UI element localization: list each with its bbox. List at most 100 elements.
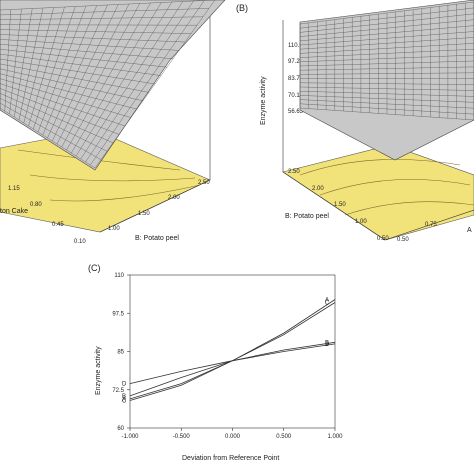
panel-a-x-tick-2: 1.50 <box>138 211 150 217</box>
panel-a-mesh-gridline <box>0 73 138 110</box>
panel-b-x-label: B: Potato peel <box>285 213 329 220</box>
panel-a-mesh-gridline <box>94 0 216 169</box>
panel-c-x-tick-label: -0.500 <box>173 434 191 440</box>
panel-c-y-label: Enzyme activity <box>95 346 102 395</box>
panel-a-mesh-gridline <box>85 0 194 163</box>
panel-b-x-tick-2: 2.00 <box>312 186 324 192</box>
panel-a-mesh-gridline <box>0 68 144 101</box>
panel-b-floor-contour-3 <box>344 201 474 216</box>
panel-b-z-tick-2: 97.2671 <box>288 59 310 65</box>
panel-a-y-tick-2: 0.80 <box>30 202 42 208</box>
panel-b-x-tick-1: 2.50 <box>288 169 300 175</box>
panel-c-series-d-end-label: D <box>325 342 330 348</box>
panel-b-mesh-gridline <box>299 91 474 97</box>
panel-b-mesh-gridline <box>299 72 474 75</box>
panel-c-series-b-line <box>129 341 336 397</box>
panel-b-x-axis-line <box>282 171 386 241</box>
panel-a-mesh-gridline <box>56 3 130 145</box>
panel-c-x-tick-label: -1.000 <box>121 434 139 440</box>
panel-a-mesh-gridline <box>66 2 151 151</box>
panel-a-mesh-gridline <box>0 58 156 85</box>
panel-c-y-tick-label: 110 <box>114 273 124 279</box>
panel-a-floor-contour-2 <box>29 174 196 182</box>
panel-c-series-c-start-label: C <box>122 398 127 404</box>
panel-a-mesh-gridline <box>90 0 205 166</box>
panel-a-y-tick-3: 0.45 <box>52 222 64 228</box>
panel-b-mesh-gridline <box>299 103 474 115</box>
panel-a-mesh-gridline <box>0 98 108 152</box>
panel-c-series-c-line <box>129 302 336 401</box>
panel-b-z-tick-5: 56.6346 <box>288 109 310 115</box>
panel-c-x-tick-label: 1.000 <box>327 434 343 440</box>
panel-c-series-c-end-label: C <box>325 301 330 307</box>
panel-a-mesh-gridline <box>0 63 150 93</box>
panel-c-x-label: Deviation from Reference Point <box>182 455 279 462</box>
panel-b-z-label: Enzyme activity <box>260 76 267 125</box>
panel-c-series-d-line <box>129 343 336 384</box>
panel-c-x-tick-label: 0.500 <box>276 434 292 440</box>
panel-a: 1.00 1.50 2.00 2.50 B: Potato peel 1.15 … <box>0 0 226 245</box>
panel-a-x-tick-3: 2.00 <box>168 195 180 201</box>
panel-c-y-tick-label: 60 <box>117 426 124 432</box>
panel-b-y-tick-1: 0.75 <box>425 222 437 228</box>
panel-b-label: (B) <box>236 3 248 13</box>
panel-b-z-tick-4: 70.1788 <box>288 93 310 99</box>
panel-a-x-tick-4: 2.50 <box>198 180 210 186</box>
panel-b-x-tick-5: 0.50 <box>377 236 389 242</box>
panel-a-y-tick-1: 1.15 <box>8 186 20 192</box>
panel-b-y-label: A <box>467 227 472 234</box>
panel-c-label: (C) <box>88 263 101 273</box>
panel-b-mesh-gridline <box>299 95 474 103</box>
panel-a-mesh-gridline <box>61 3 140 148</box>
panel-b-z-tick-3: 83.7229 <box>288 76 310 82</box>
panel-c-series-d-start-label: D <box>122 382 127 388</box>
panel-c-plot-frame <box>129 274 336 429</box>
panel-a-mesh-gridline <box>0 102 102 160</box>
panel-b-mesh <box>299 1 474 121</box>
panel-c: (C) -1.000 -0.500 0.000 0.500 1.000 60 72.5 85 9… <box>88 263 343 462</box>
panel-b-floor-contour-2 <box>319 179 471 196</box>
panel-a-mesh-gridline <box>71 2 162 154</box>
panel-c-y-tick-label: 97.5 <box>112 311 124 317</box>
panel-c-x-tick-label: 0.000 <box>225 434 241 440</box>
panel-a-mesh <box>0 0 216 169</box>
panel-b-floor <box>282 144 474 241</box>
panel-c-ticks: -1.000 -0.500 0.000 0.500 1.000 60 72.5 85 97.5 1… <box>112 273 343 440</box>
panel-a-x-tick-1: 1.00 <box>108 226 120 232</box>
panel-b-mesh-gridline <box>299 82 474 85</box>
panel-a-mesh-gridline <box>75 1 173 157</box>
panel-c-series-b-start-label: B <box>122 394 126 400</box>
panel-a-mesh-gridline <box>0 83 126 127</box>
panel-a-y-label: ton Cake <box>0 208 28 215</box>
panel-a-surface <box>0 0 226 171</box>
panel-b-mesh-gridline <box>299 60 474 67</box>
panel-a-mesh-gridline <box>0 78 132 118</box>
panel-c-series-b-end-label: B <box>325 340 329 346</box>
panel-b-mesh-gridline <box>299 66 474 71</box>
panel-b-mesh-gridline <box>299 99 474 109</box>
panel-a-mesh-gridline <box>0 107 96 169</box>
panel-b-y-axis-line <box>384 209 474 241</box>
panel-a-y-tick-4: 0.10 <box>74 239 86 245</box>
panel-a-mesh-gridline <box>0 88 120 135</box>
panel-b-mesh-gridline <box>299 107 474 121</box>
panel-c-y-tick-label: 85 <box>117 350 124 356</box>
panel-a-mesh-gridline <box>0 93 114 143</box>
panel-b-z-tick-1: 110.811 <box>288 43 309 49</box>
panel-b-y-tick-2: 0.50 <box>397 237 409 243</box>
panel-b-x-tick-4: 1.00 <box>355 219 367 225</box>
panel-a-x-axis-line <box>99 179 211 233</box>
panel-c-y-tick-label: 72.5 <box>112 388 124 394</box>
panel-b-x-tick-3: 1.50 <box>334 202 346 208</box>
panel-c-series-a-end-label: A <box>325 297 329 303</box>
panel-a-floor-contour-3 <box>49 184 201 202</box>
panel-c-series-a-start-label: A <box>122 397 126 403</box>
panel-c-series-a-line <box>129 299 336 400</box>
panel-b-mesh-gridline <box>299 86 474 91</box>
panel-a-x-label: B: Potato peel <box>135 235 179 242</box>
panel-a-mesh-gridline <box>52 4 119 142</box>
panel-b-floor-contour-1 <box>299 159 461 176</box>
panel-a-mesh-gridline <box>80 1 183 160</box>
